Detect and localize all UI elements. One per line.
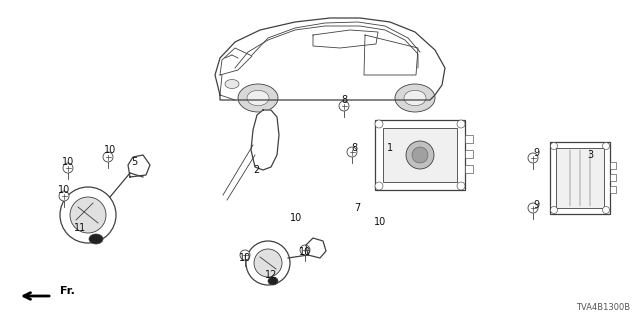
Circle shape [550, 142, 557, 149]
Ellipse shape [238, 84, 278, 112]
Ellipse shape [395, 84, 435, 112]
Text: 10: 10 [299, 247, 311, 257]
Bar [610, 186, 616, 193]
Circle shape [602, 206, 609, 213]
Text: Fr.: Fr. [60, 286, 75, 296]
Polygon shape [251, 110, 279, 170]
Text: 10: 10 [104, 145, 116, 155]
Bar [550, 142, 610, 214]
Circle shape [339, 101, 349, 111]
Ellipse shape [225, 79, 239, 89]
Polygon shape [128, 155, 150, 177]
Circle shape [375, 182, 383, 190]
Bar [383, 128, 457, 182]
Text: 8: 8 [351, 143, 357, 153]
Text: 11: 11 [74, 223, 86, 233]
Text: 10: 10 [62, 157, 74, 167]
Text: 2: 2 [253, 165, 259, 175]
Text: TVA4B1300B: TVA4B1300B [576, 303, 630, 312]
Circle shape [347, 147, 357, 157]
Bar [465, 165, 473, 173]
Text: 10: 10 [58, 185, 70, 195]
Bar [610, 174, 616, 181]
Text: 1: 1 [387, 143, 393, 153]
Text: 10: 10 [290, 213, 302, 223]
Bar [556, 148, 604, 208]
Circle shape [457, 120, 465, 128]
Ellipse shape [268, 277, 278, 285]
Circle shape [254, 249, 282, 277]
Circle shape [602, 142, 609, 149]
Circle shape [300, 245, 310, 255]
Text: 10: 10 [374, 217, 386, 227]
Circle shape [63, 163, 73, 173]
Bar [610, 162, 616, 169]
Text: 7: 7 [354, 203, 360, 213]
Text: 10: 10 [239, 253, 251, 263]
Circle shape [457, 182, 465, 190]
Text: 9: 9 [533, 148, 539, 158]
Bar [375, 120, 465, 190]
Circle shape [60, 187, 116, 243]
Circle shape [412, 147, 428, 163]
Circle shape [406, 141, 434, 169]
Circle shape [59, 191, 69, 201]
Circle shape [246, 241, 290, 285]
Circle shape [375, 120, 383, 128]
Ellipse shape [404, 90, 426, 106]
Text: 5: 5 [131, 157, 137, 167]
Ellipse shape [247, 90, 269, 106]
Text: 8: 8 [341, 95, 347, 105]
Bar [465, 135, 473, 143]
Text: 3: 3 [587, 150, 593, 160]
Text: 12: 12 [265, 270, 277, 280]
Circle shape [70, 197, 106, 233]
Bar [465, 150, 473, 158]
Circle shape [103, 152, 113, 162]
Polygon shape [306, 238, 326, 258]
Ellipse shape [89, 234, 103, 244]
Text: 9: 9 [533, 200, 539, 210]
Circle shape [528, 153, 538, 163]
Circle shape [550, 206, 557, 213]
Circle shape [528, 203, 538, 213]
Circle shape [240, 250, 250, 260]
